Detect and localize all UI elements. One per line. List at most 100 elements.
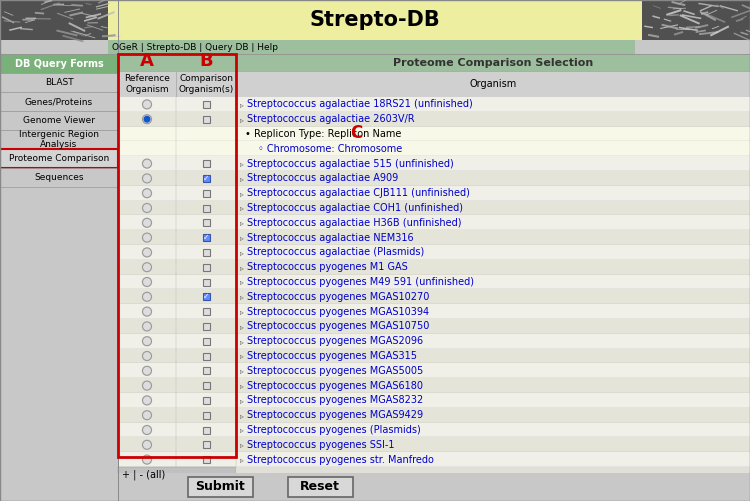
Text: ▹: ▹ [240, 248, 244, 257]
Bar [118, 230, 750, 245]
Bar [118, 423, 750, 437]
Text: ▹: ▹ [240, 337, 244, 346]
Text: Streptococcus pyogenes MGAS10270: Streptococcus pyogenes MGAS10270 [247, 292, 429, 302]
Bar [118, 393, 750, 408]
Bar [118, 127, 750, 141]
Text: Streptococcus pyogenes M49 591 (unfinished): Streptococcus pyogenes M49 591 (unfinish… [247, 277, 474, 287]
Circle shape [142, 425, 152, 434]
Bar [118, 171, 750, 186]
Bar [118, 215, 750, 230]
Bar [202, 234, 209, 241]
Circle shape [142, 411, 152, 420]
Text: Organism: Organism [470, 79, 517, 89]
Text: Genes/Proteins: Genes/Proteins [25, 97, 93, 106]
Text: ▹: ▹ [240, 278, 244, 287]
Bar [118, 112, 750, 127]
Circle shape [142, 248, 152, 257]
Text: ✓: ✓ [202, 292, 209, 301]
Bar [202, 249, 209, 256]
Bar [118, 186, 750, 200]
Bar [118, 467, 236, 483]
Circle shape [142, 189, 152, 198]
Circle shape [142, 115, 152, 124]
Text: Streptococcus pyogenes MGAS8232: Streptococcus pyogenes MGAS8232 [247, 395, 423, 405]
Text: BLAST: BLAST [45, 78, 74, 87]
Bar [118, 54, 750, 71]
Bar [0, 54, 118, 73]
Text: ▹: ▹ [240, 322, 244, 331]
Bar [202, 219, 209, 226]
Text: Streptococcus agalactiae H36B (unfinished): Streptococcus agalactiae H36B (unfinishe… [247, 218, 461, 228]
Bar [202, 382, 209, 389]
Circle shape [144, 116, 150, 122]
Bar [202, 175, 209, 182]
Text: ▹: ▹ [240, 366, 244, 375]
Bar [118, 275, 750, 290]
Bar [0, 130, 118, 149]
Text: Streptococcus pyogenes SSI-1: Streptococcus pyogenes SSI-1 [247, 440, 394, 450]
Circle shape [142, 337, 152, 346]
Text: Streptococcus agalactiae 2603V/R: Streptococcus agalactiae 2603V/R [247, 114, 415, 124]
Text: ▹: ▹ [240, 174, 244, 183]
Bar [202, 101, 209, 108]
Text: Streptococcus pyogenes M1 GAS: Streptococcus pyogenes M1 GAS [247, 262, 408, 272]
Bar [202, 308, 209, 315]
Bar [202, 204, 209, 211]
Bar [118, 290, 750, 304]
Bar [118, 363, 750, 378]
Bar [118, 334, 750, 349]
Text: Strepto-DB: Strepto-DB [310, 10, 440, 30]
Text: OGeR | Strepto-DB | Query DB | Help: OGeR | Strepto-DB | Query DB | Help [112, 43, 278, 52]
Bar [236, 467, 750, 483]
Bar [202, 397, 209, 404]
Text: ▹: ▹ [240, 233, 244, 242]
Text: ▹: ▹ [240, 100, 244, 109]
Circle shape [142, 263, 152, 272]
Bar [0, 168, 118, 187]
Bar [118, 97, 750, 112]
Text: Streptococcus agalactiae COH1 (unfinished): Streptococcus agalactiae COH1 (unfinishe… [247, 203, 463, 213]
Circle shape [142, 352, 152, 361]
Text: ▹: ▹ [240, 263, 244, 272]
Text: Comparison
Organism(s): Comparison Organism(s) [178, 74, 234, 94]
Bar [202, 323, 209, 330]
Bar [0, 0, 108, 40]
Text: ▹: ▹ [240, 292, 244, 301]
Text: B: B [200, 52, 213, 70]
Text: ▹: ▹ [240, 307, 244, 316]
Text: ▹: ▹ [240, 218, 244, 227]
Circle shape [142, 381, 152, 390]
Text: ▹: ▹ [240, 352, 244, 361]
Bar [188, 477, 253, 497]
Circle shape [142, 100, 152, 109]
Bar [118, 378, 750, 393]
Text: ▹: ▹ [240, 411, 244, 420]
Text: ▹: ▹ [240, 189, 244, 198]
Text: ▹: ▹ [240, 396, 244, 405]
Text: Genome Viewer: Genome Viewer [23, 116, 95, 125]
Circle shape [142, 218, 152, 227]
Bar [202, 426, 209, 433]
Text: Streptococcus pyogenes MGAS2096: Streptococcus pyogenes MGAS2096 [247, 336, 423, 346]
Text: ▹: ▹ [240, 115, 244, 124]
Text: ▹: ▹ [240, 455, 244, 464]
Text: ▹: ▹ [240, 381, 244, 390]
Text: DB Query Forms: DB Query Forms [15, 59, 104, 69]
Bar [118, 54, 236, 457]
Bar [202, 441, 209, 448]
Text: ✓: ✓ [202, 174, 209, 183]
Bar [118, 141, 750, 156]
Text: • Replicon Type: Replicon Name: • Replicon Type: Replicon Name [245, 129, 401, 139]
Text: ◦ Chromosome: Chromosome: ◦ Chromosome: Chromosome [258, 144, 402, 154]
Bar [0, 473, 750, 501]
Bar [236, 71, 750, 97]
Bar [118, 349, 750, 363]
Text: Streptococcus pyogenes MGAS10394: Streptococcus pyogenes MGAS10394 [247, 307, 429, 317]
Text: Streptococcus agalactiae A909: Streptococcus agalactiae A909 [247, 173, 398, 183]
Bar [0, 149, 118, 168]
Bar [287, 477, 352, 497]
Bar [118, 319, 750, 334]
Bar [202, 264, 209, 271]
Bar [118, 71, 176, 97]
Text: Streptococcus agalactiae (Plasmids): Streptococcus agalactiae (Plasmids) [247, 247, 424, 258]
